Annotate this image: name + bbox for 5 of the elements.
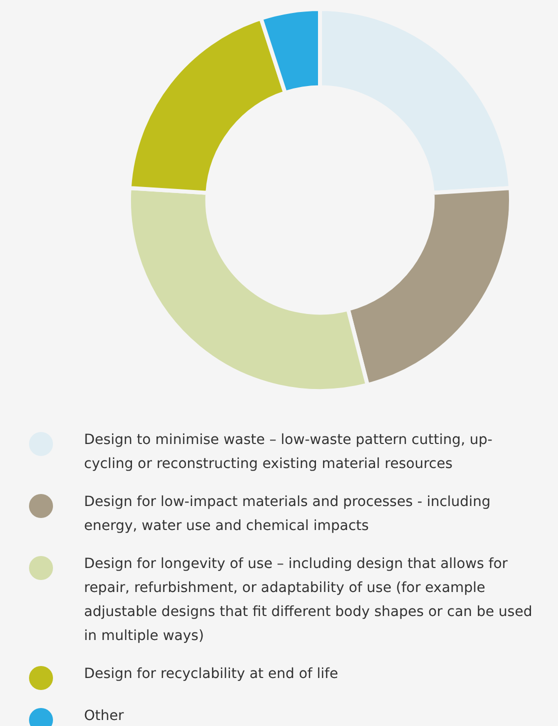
legend-label: Design for recyclability at end of life [84,665,340,684]
legend-label: Design for longevity of use – including design that allows for repair, refurbishment, or adaptability of use (for example adjustable designs that fit different body shapes or can be used in multiple ways) [84,555,534,646]
legend-label: Design for low-impact materials and processes - including energy, water use and chemical impacts [84,493,492,536]
legend-label: Design to minimise waste – low-waste pattern cutting, up-cycling or reconstructing existing material resources [84,431,494,474]
legend-label: Other [84,707,125,726]
